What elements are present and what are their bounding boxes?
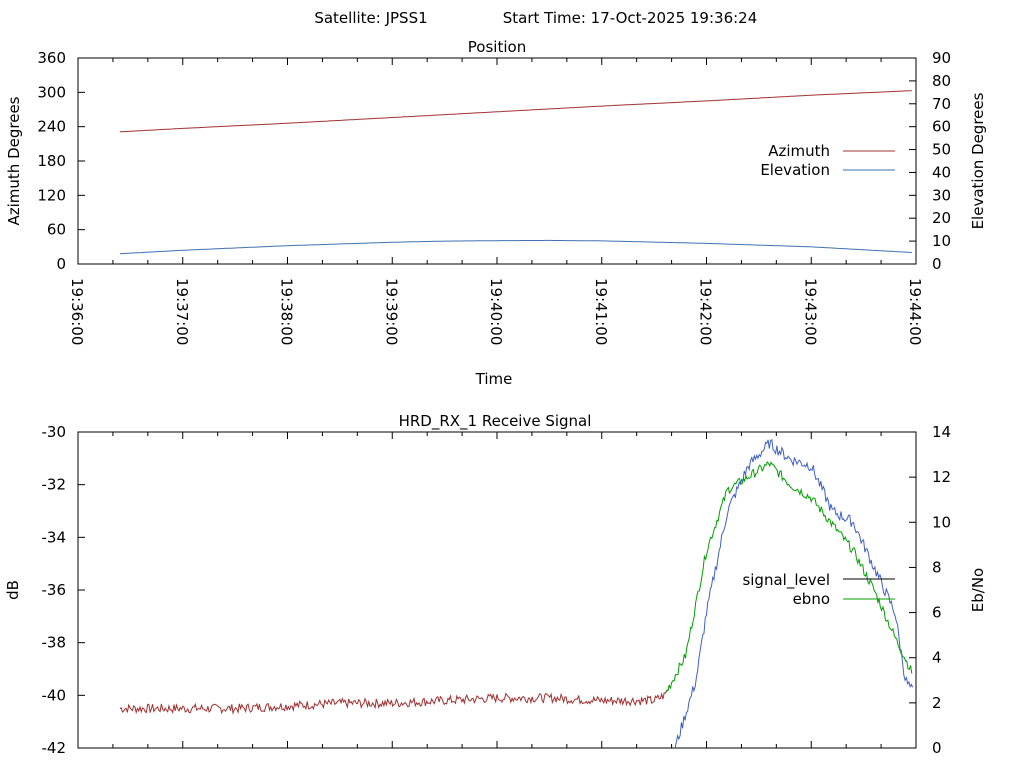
signal-ylabel: dB bbox=[4, 580, 22, 600]
position-xtick-label: 19:38:00 bbox=[278, 278, 296, 345]
signal-ytick-label: -32 bbox=[42, 476, 67, 494]
position-ytick-label: 120 bbox=[37, 186, 66, 204]
signal-level-trace-high bbox=[664, 460, 913, 694]
signal-ytick-label: -38 bbox=[42, 634, 67, 652]
position-y2tick-label: 70 bbox=[932, 95, 951, 113]
signal-y2tick-label: 2 bbox=[932, 694, 942, 712]
position-y2tick-label: 40 bbox=[932, 163, 951, 181]
signal-y2label: Eb/No bbox=[969, 568, 987, 612]
position-xtick-label: 19:36:00 bbox=[68, 278, 86, 345]
position-y2tick-label: 60 bbox=[932, 118, 951, 136]
position-chart: Position Azimuth Degrees Elevation Degre… bbox=[5, 38, 987, 388]
signal-ytick-label: -30 bbox=[42, 423, 67, 441]
position-xtick-label: 19:41:00 bbox=[592, 278, 610, 345]
position-ytick-label: 180 bbox=[37, 152, 66, 170]
position-y2tick-label: 30 bbox=[932, 186, 951, 204]
signal-y2tick-label: 8 bbox=[932, 558, 942, 576]
legend-azimuth-label: Azimuth bbox=[768, 142, 830, 160]
legend-signal-level-label: signal_level bbox=[742, 571, 830, 590]
position-y2tick-label: 20 bbox=[932, 209, 951, 227]
position-ytick-label: 360 bbox=[37, 49, 66, 67]
signal-y2tick-label: 6 bbox=[932, 604, 942, 622]
position-title: Position bbox=[468, 38, 526, 56]
position-y2tick-label: 80 bbox=[932, 72, 951, 90]
position-xlabel: Time bbox=[475, 370, 513, 388]
signal-ytick-label: -34 bbox=[42, 528, 67, 546]
position-ytick-label: 300 bbox=[37, 83, 66, 101]
position-xtick-label: 19:42:00 bbox=[697, 278, 715, 345]
legend-elevation-label: Elevation bbox=[760, 161, 830, 179]
position-series-azimuth bbox=[119, 90, 912, 133]
position-ytick-label: 60 bbox=[47, 221, 66, 239]
position-y2tick-label: 10 bbox=[932, 232, 951, 250]
position-xtick-label: 19:37:00 bbox=[173, 278, 191, 345]
signal-y2tick-label: 10 bbox=[932, 513, 951, 531]
signal-y2tick-label: 0 bbox=[932, 739, 942, 757]
position-xtick-label: 19:43:00 bbox=[801, 278, 819, 345]
legend-ebno-label: ebno bbox=[793, 590, 830, 608]
position-y2label: Elevation Degrees bbox=[969, 92, 987, 229]
position-y2tick-label: 0 bbox=[932, 255, 942, 273]
signal-level-trace-low bbox=[119, 685, 670, 715]
signal-ytick-label: -42 bbox=[42, 739, 67, 757]
position-y2tick-label: 50 bbox=[932, 141, 951, 159]
position-ylabel: Azimuth Degrees bbox=[5, 96, 23, 225]
position-xtick-label: 19:39:00 bbox=[382, 278, 400, 345]
position-ytick-label: 240 bbox=[37, 118, 66, 136]
position-y2tick-label: 90 bbox=[932, 49, 951, 67]
position-xtick-label: 19:40:00 bbox=[487, 278, 505, 345]
signal-y2tick-label: 4 bbox=[932, 649, 942, 667]
ebno-trace bbox=[674, 439, 914, 749]
header-satellite: Satellite: JPSS1 bbox=[314, 9, 427, 27]
signal-title: HRD_RX_1 Receive Signal bbox=[399, 412, 592, 431]
signal-y2tick-label: 14 bbox=[932, 423, 951, 441]
position-series-elevation bbox=[119, 239, 912, 255]
receive-signal-chart: HRD_RX_1 Receive Signal dB Eb/No -42 -40 -… bbox=[4, 412, 987, 757]
header-start-time: Start Time: 17-Oct-2025 19:36:24 bbox=[503, 9, 758, 27]
signal-plot-frame bbox=[77, 431, 917, 749]
signal-ytick-label: -40 bbox=[42, 686, 67, 704]
position-xtick-label: 19:44:00 bbox=[906, 278, 924, 345]
position-ytick-label: 0 bbox=[56, 255, 66, 273]
signal-ytick-label: -36 bbox=[42, 581, 67, 599]
signal-y2tick-label: 12 bbox=[932, 468, 951, 486]
